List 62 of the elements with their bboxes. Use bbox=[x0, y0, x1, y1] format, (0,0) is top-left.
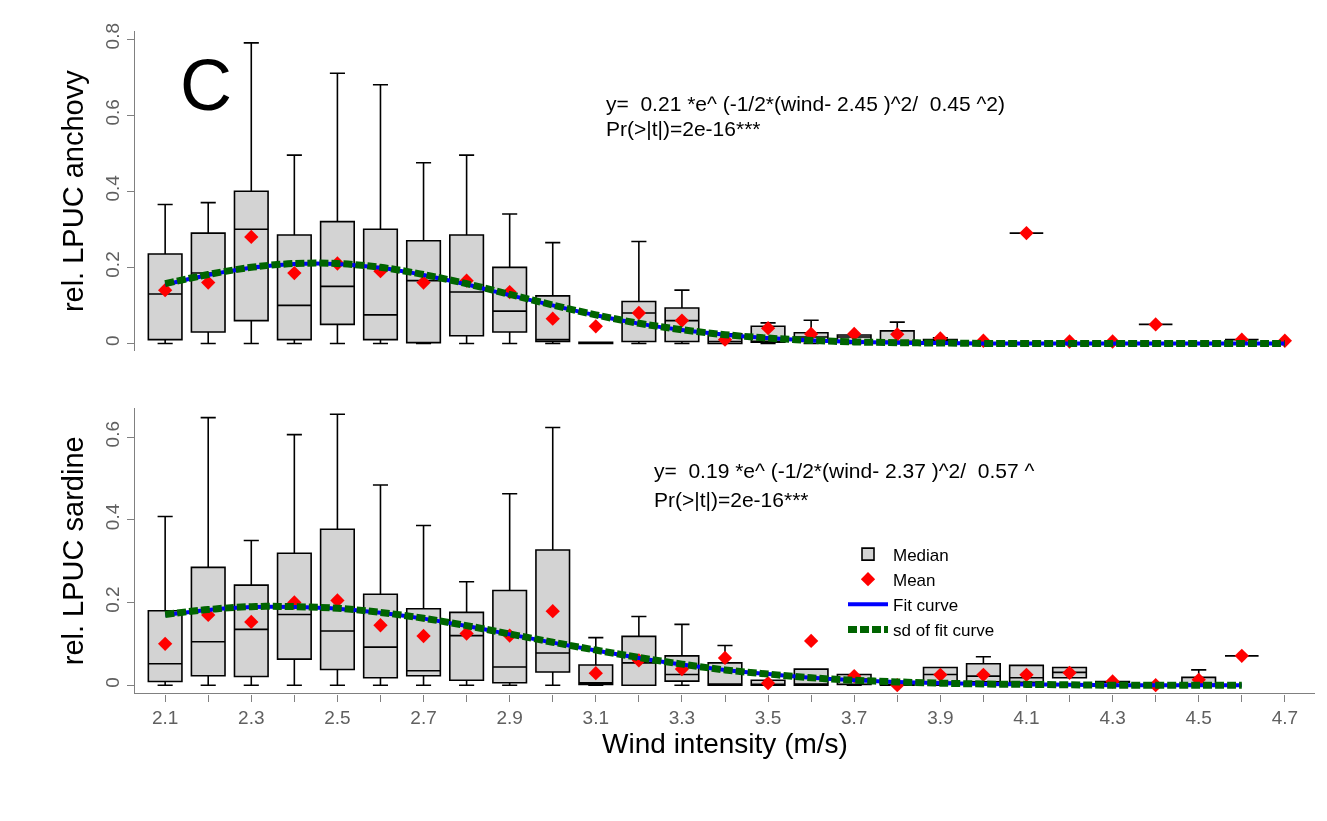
point bbox=[588, 666, 603, 681]
point bbox=[244, 614, 259, 630]
x-tick-label: 4.3 bbox=[1099, 707, 1126, 729]
y-tick-label: 0.2 bbox=[102, 251, 124, 278]
point bbox=[1234, 648, 1249, 663]
point bbox=[631, 305, 647, 321]
point bbox=[1019, 667, 1034, 683]
x-tick-label: 4.1 bbox=[1013, 707, 1040, 729]
legend-label: Fit curve bbox=[893, 595, 959, 615]
annotation: y= 0.19 *e^ (-1/2*(wind- 2.37 )^2/ 0.57 ^ bbox=[654, 459, 1035, 482]
point bbox=[803, 633, 819, 649]
point bbox=[545, 604, 560, 619]
point bbox=[244, 229, 259, 245]
point bbox=[890, 327, 905, 342]
x-tick-label: 3.7 bbox=[840, 707, 868, 729]
annotation: Pr(>|t|)=2e-16*** bbox=[654, 488, 809, 511]
annotation: C bbox=[180, 45, 232, 125]
annotation: y= 0.21 *e^ (-1/2*(wind- 2.45 )^2/ 0.45 ^2) bbox=[606, 92, 1006, 115]
point bbox=[717, 650, 733, 666]
y-axis-title: rel. LPUC anchovy bbox=[56, 69, 89, 313]
point bbox=[158, 283, 173, 298]
y-tick-label: 0.4 bbox=[102, 174, 124, 202]
y-tick-label: 0 bbox=[102, 677, 124, 688]
x-tick-label: 2.1 bbox=[151, 707, 179, 729]
point bbox=[459, 626, 474, 641]
x-tick-label: 2.5 bbox=[324, 707, 351, 729]
point bbox=[588, 319, 603, 334]
point bbox=[545, 311, 560, 326]
point bbox=[416, 275, 431, 290]
x-tick-label: 2.3 bbox=[238, 707, 265, 729]
legend-label: Mean bbox=[893, 570, 936, 590]
y-tick-label: 0.6 bbox=[102, 99, 124, 126]
x-tick-label: 2.9 bbox=[496, 707, 523, 729]
point bbox=[760, 676, 776, 691]
y-tick-label: 0.4 bbox=[102, 503, 124, 531]
point bbox=[933, 667, 948, 683]
y-tick-label: 0.8 bbox=[102, 22, 124, 50]
point bbox=[674, 313, 690, 328]
annotation: Pr(>|t|)=2e-16*** bbox=[606, 117, 761, 140]
point bbox=[1019, 225, 1034, 241]
point bbox=[760, 321, 776, 336]
x-tick-label: 3.3 bbox=[668, 707, 696, 729]
point bbox=[158, 636, 173, 651]
y-tick-label: 0.2 bbox=[102, 586, 124, 613]
x-tick-label: 4.7 bbox=[1271, 707, 1299, 729]
point bbox=[287, 265, 302, 281]
x-axis-title: Wind intensity (m/s) bbox=[602, 728, 848, 760]
legend-label: Median bbox=[893, 545, 949, 565]
x-tick-label: 3.1 bbox=[582, 707, 610, 729]
point bbox=[1148, 317, 1163, 332]
x-tick-label: 3.9 bbox=[927, 707, 954, 729]
point bbox=[416, 628, 431, 644]
x-tick-label: 2.7 bbox=[410, 707, 437, 729]
y-axis-title: rel. LPUC sardine bbox=[56, 436, 89, 666]
point bbox=[976, 667, 991, 683]
y-tick-label: 0.6 bbox=[102, 421, 124, 448]
x-tick-label: 3.5 bbox=[754, 707, 782, 729]
point bbox=[373, 618, 388, 633]
legend-label: sd of fit curve bbox=[893, 621, 995, 641]
x-tick-label: 4.5 bbox=[1185, 707, 1212, 729]
point bbox=[1062, 665, 1077, 680]
y-tick-label: 0 bbox=[102, 335, 124, 346]
